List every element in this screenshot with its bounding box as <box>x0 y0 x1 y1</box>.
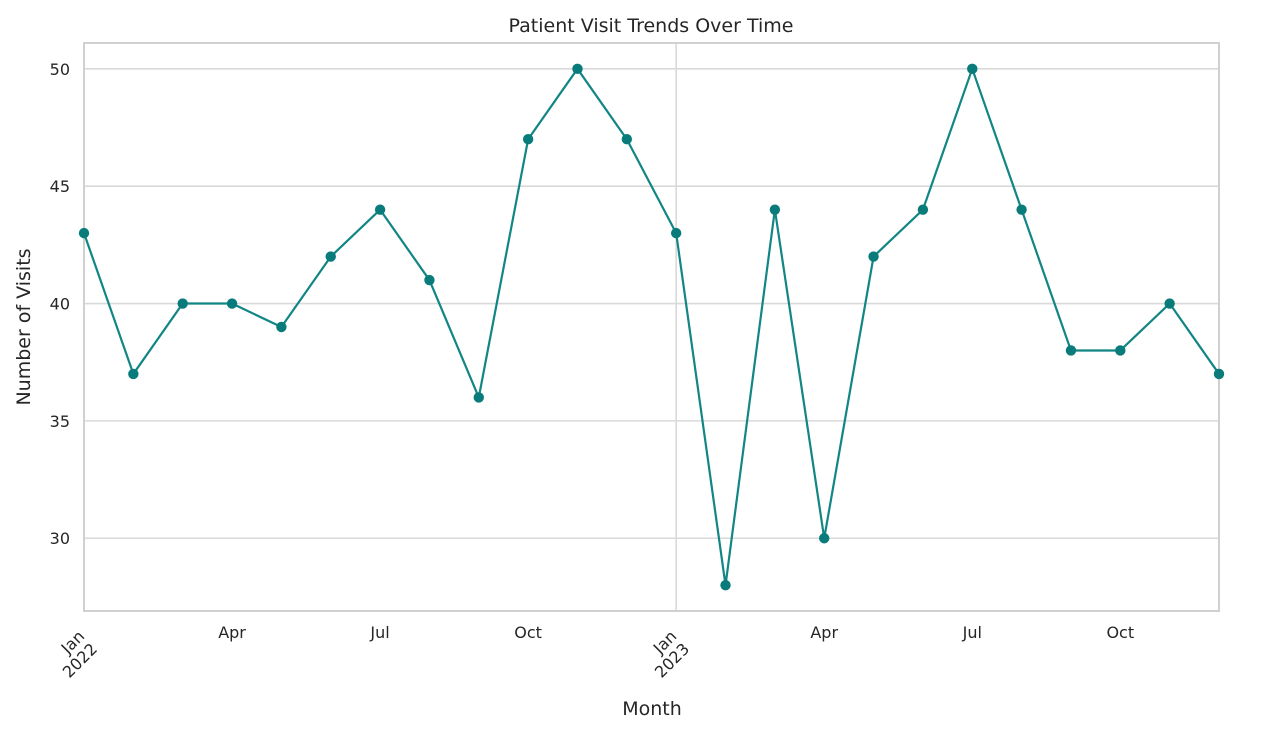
grid <box>83 43 1219 611</box>
data-point <box>917 204 929 215</box>
x-tick-label: Oct <box>514 623 542 642</box>
data-point <box>967 63 978 75</box>
y-tick-label: 50 <box>50 60 70 79</box>
data-point <box>522 134 534 145</box>
data-point <box>670 227 682 239</box>
data-point <box>769 204 781 215</box>
x-axis-label: Month <box>622 698 682 720</box>
plot-frame <box>83 42 1220 612</box>
x-tick-label: Jul <box>369 623 389 642</box>
data-point <box>276 321 287 333</box>
data-point <box>424 274 435 286</box>
x-tick-label: Apr <box>218 623 246 642</box>
data-point <box>128 368 139 380</box>
data-point <box>78 227 90 239</box>
data-point <box>819 533 830 544</box>
data-point <box>1065 345 1077 356</box>
data-point <box>177 298 188 309</box>
x-tick-label: Jul <box>962 623 982 642</box>
chart-title: Patient Visit Trends Over Time <box>509 15 794 37</box>
y-axis-ticks: 30 35 40 45 50 <box>50 60 70 548</box>
y-tick-label: 35 <box>50 412 70 431</box>
data-point <box>325 251 336 262</box>
y-tick-label: 30 <box>50 529 70 548</box>
data-point <box>374 204 386 215</box>
y-axis-label: Number of Visits <box>13 248 35 405</box>
data-point <box>473 392 484 403</box>
series-line <box>82 67 1220 587</box>
data-point <box>1016 204 1027 215</box>
x-tick-label: Apr <box>810 623 838 642</box>
data-point <box>868 251 879 262</box>
data-point <box>226 298 238 309</box>
data-point <box>720 579 731 591</box>
data-point <box>621 134 633 145</box>
y-tick-label: 45 <box>50 177 70 196</box>
data-point <box>572 63 583 75</box>
data-point <box>1164 298 1175 309</box>
data-point <box>1213 368 1225 380</box>
y-tick-label: 40 <box>50 295 70 314</box>
x-tick-label: Oct <box>1106 623 1134 642</box>
series-layer <box>78 63 1225 591</box>
data-point <box>1115 345 1126 356</box>
